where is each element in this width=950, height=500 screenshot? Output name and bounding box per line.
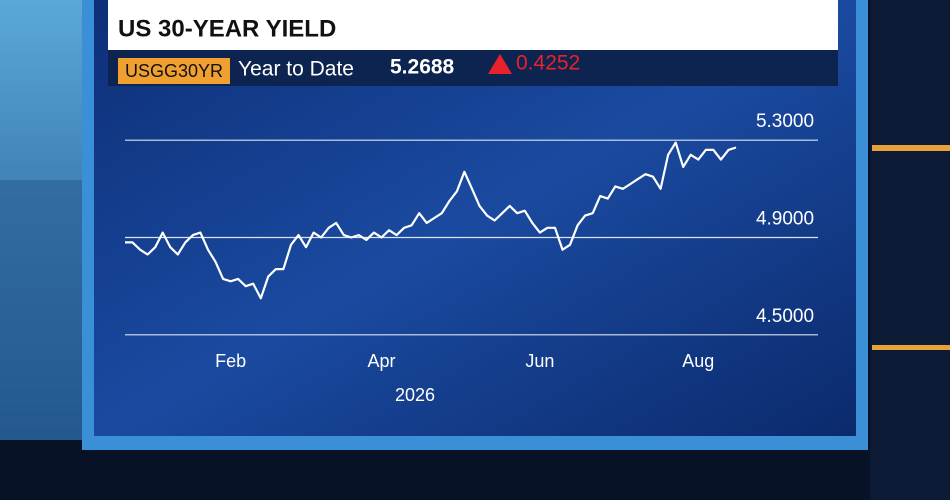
right-wall [870, 0, 950, 500]
light-strip [872, 345, 950, 350]
light-strip [872, 145, 950, 151]
y-tick-label: 4.5000 [756, 306, 814, 327]
ticker: USGG30YR [125, 61, 223, 81]
x-tick-label: Apr [367, 351, 395, 371]
title-bar [108, 0, 838, 50]
city-buildings [0, 180, 85, 440]
chart-title: US 30-YEAR YIELD [118, 15, 336, 42]
x-tick-label: Aug [682, 351, 714, 371]
x-tick-label: Feb [215, 351, 246, 371]
y-tick-label: 5.3000 [756, 111, 814, 132]
x-tick-label: Jun [525, 351, 554, 371]
x-axis-label: 2026 [395, 385, 435, 405]
period: Year to Date [238, 58, 354, 81]
change-value: 0.4252 [516, 52, 580, 75]
up-arrow [488, 54, 512, 74]
y-tick-label: 4.9000 [756, 209, 814, 230]
yield-line [125, 141, 737, 300]
last-value: 5.2688 [390, 56, 455, 79]
ticker-badge [118, 58, 230, 84]
